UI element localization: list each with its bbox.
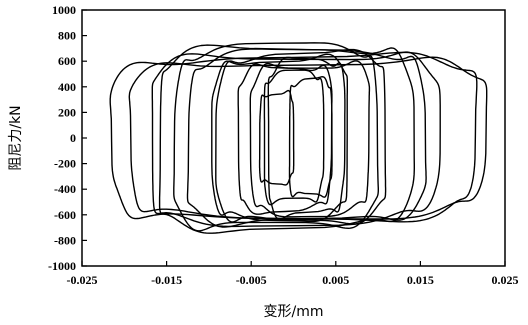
hysteresis-loop — [211, 53, 348, 223]
y-tick-label: -1000 — [48, 259, 76, 273]
hysteresis-loop — [288, 76, 333, 198]
hysteresis-loop — [158, 44, 415, 234]
hysteresis-loop — [215, 48, 387, 225]
y-tick-label: -200 — [54, 157, 76, 171]
y-tick-label: 800 — [58, 29, 76, 43]
hysteresis-loop — [237, 63, 333, 215]
hysteresis-loop — [128, 56, 488, 220]
hysteresis-loop — [258, 89, 295, 186]
hysteresis-loop — [267, 56, 346, 220]
x-tick-label: 0.015 — [407, 273, 434, 287]
y-tick-label: 200 — [58, 105, 76, 119]
y-axis-title: 阻尼力/kN — [8, 105, 24, 170]
hysteresis-loop — [173, 42, 379, 232]
y-tick-label: 1000 — [52, 3, 76, 17]
hysteresis-loop — [151, 51, 441, 228]
hysteresis-loop — [249, 60, 371, 218]
x-tick-label: -0.025 — [67, 273, 98, 287]
x-axis-title: 变形/mm — [264, 304, 324, 320]
hysteresis-loop — [263, 69, 325, 206]
y-tick-label: 0 — [70, 131, 76, 145]
y-tick-label: -600 — [54, 208, 76, 222]
y-tick-label: -400 — [54, 182, 76, 196]
x-tick-label: 0.025 — [492, 273, 519, 287]
hysteresis-loop — [109, 51, 478, 223]
tick-labels: -0.025 -0.015 -0.005 0.005 0.015 0.025 1000 800… — [48, 3, 519, 287]
hysteresis-loop — [186, 48, 427, 228]
y-tick-label: 400 — [58, 80, 76, 94]
x-tick-label: 0.005 — [322, 273, 349, 287]
y-tick-label: 600 — [58, 54, 76, 68]
y-tick-label: -800 — [54, 233, 76, 247]
axis-ticks — [81, 9, 506, 267]
x-tick-label: -0.005 — [236, 273, 267, 287]
x-tick-label: -0.015 — [151, 273, 182, 287]
hysteresis-loops — [109, 42, 488, 234]
